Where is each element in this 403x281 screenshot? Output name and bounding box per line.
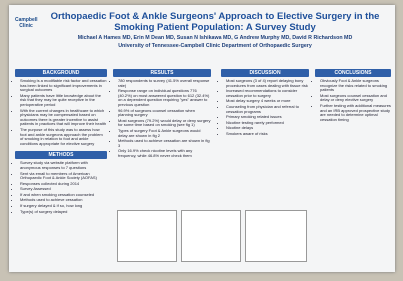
bullet: Type(s) of surgery delayed: [20, 210, 107, 215]
logo: Campbell Clinic: [15, 17, 37, 29]
column: DISCUSSION Most surgeons (3 of 4) report …: [221, 69, 309, 142]
bullet-list: Survey study via website platform with a…: [15, 161, 107, 214]
section-heading: DISCUSSION: [221, 69, 309, 77]
figure: [245, 210, 307, 262]
column: RESULTS 780 respondents to survey (41.5% …: [113, 69, 211, 164]
bullet: 96.9% of surgeons counsel cessation when…: [118, 109, 211, 118]
bullet-list: Most surgeons (3 of 4) report delaying b…: [221, 79, 309, 137]
bullet: Obviously Foot & Ankle surgeons recogniz…: [320, 79, 391, 93]
authors: Michael A Hames MD, Erin M Dean MD, Susa…: [45, 35, 385, 41]
column: BACKGROUND Smoking is a modifiable risk f…: [15, 69, 107, 219]
bullet: Survey study via website platform with a…: [20, 161, 107, 170]
bullet: Most surgeons (79.2%) would delay or den…: [118, 119, 211, 128]
bullet: Methods used to achieve cessation are sh…: [118, 139, 211, 148]
section-heading: CONCLUSIONS: [315, 69, 391, 77]
bullet: Many patients have little knowledge abou…: [20, 94, 107, 108]
section-heading: RESULTS: [113, 69, 211, 77]
poster: Campbell Clinic Orthopaedic Foot & Ankle…: [9, 5, 395, 272]
bullet: With the current changes in healthcare t…: [20, 109, 107, 127]
bullet: Increased recommendations to consider ce…: [226, 89, 309, 98]
bullet: Most surgeons counsel cessation and dela…: [320, 94, 391, 103]
photo: Campbell Clinic Orthopaedic Foot & Ankle…: [0, 0, 403, 281]
figure: [117, 210, 177, 262]
section-heading: BACKGROUND: [15, 69, 107, 77]
section-heading: METHODS: [15, 151, 107, 159]
bullet-list: 780 respondents to survey (41.5% overall…: [113, 79, 211, 159]
bullet-list: Smoking is a modifiable risk factor and …: [15, 79, 107, 146]
bullet: Counseling from physician and referral t…: [226, 105, 309, 114]
bullet: Response range on individual questions 7…: [118, 89, 211, 107]
bullet: Most surgeons (3 of 4) report delaying b…: [226, 79, 309, 88]
bullet: Sent via email to members of American Or…: [20, 172, 107, 181]
title: Orthopaedic Foot & Ankle Surgeons' Appro…: [45, 11, 385, 33]
bullet: Only 16.9% check nicotine levels with an…: [118, 149, 211, 158]
bullet: Smoking is a modifiable risk factor and …: [20, 79, 107, 93]
bullet: If surgery delayed & if so, how long: [20, 204, 107, 209]
bullet: 780 respondents to survey (41.5% overall…: [118, 79, 211, 88]
figure: [181, 210, 241, 262]
bullet: Further testing with additional measures…: [320, 104, 391, 122]
bullet: Smokers aware of risks: [226, 132, 309, 137]
column: CONCLUSIONS Obviously Foot & Ankle surgeo…: [315, 69, 391, 127]
affiliation: University of Tennessee-Campbell Clinic …: [45, 43, 385, 49]
bullet: Types of surgery Foot & Ankle surgeons w…: [118, 129, 211, 138]
bullet-list: Obviously Foot & Ankle surgeons recogniz…: [315, 79, 391, 122]
bullet: The purpose of this study was to assess …: [20, 128, 107, 146]
